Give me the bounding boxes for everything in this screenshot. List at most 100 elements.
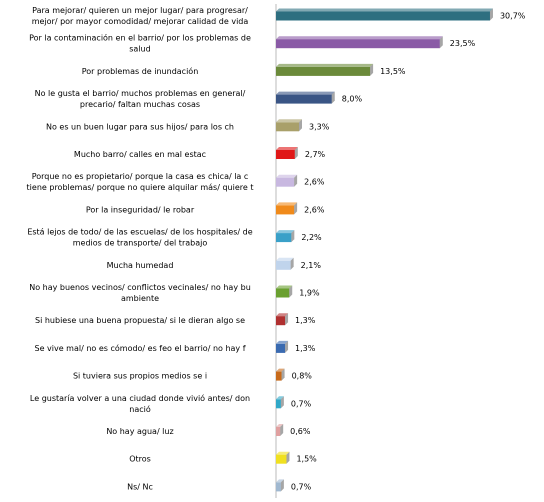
value-label: 0,7% — [291, 482, 312, 491]
bar-side — [286, 451, 290, 464]
value-label: 1,9% — [299, 289, 320, 298]
bar — [276, 343, 286, 353]
bar-top — [276, 257, 294, 261]
bar — [276, 260, 291, 270]
value-label: 2,7% — [305, 150, 326, 159]
category-label: tiene problemas/ porque no quiere alquil… — [27, 183, 254, 192]
bar-side — [294, 202, 298, 215]
bar-top — [276, 36, 443, 40]
category-label: Le gustaría volver a una ciudad donde vi… — [30, 393, 250, 403]
bar-top — [276, 368, 285, 372]
category-label: No hay buenos vecinos/ conflictos vecina… — [29, 283, 251, 292]
bar-top — [276, 424, 284, 427]
category-label: Por la inseguridad/ le robar — [86, 205, 195, 214]
value-label: 1,3% — [295, 344, 316, 353]
value-label: 13,5% — [380, 67, 406, 76]
value-label: 1,3% — [295, 316, 316, 325]
value-label: 0,8% — [292, 372, 313, 381]
category-label: Porque no es propietario/ porque la casa… — [32, 172, 249, 181]
value-label: 23,5% — [450, 39, 476, 48]
value-label: 2,6% — [304, 178, 325, 187]
bar-side — [285, 313, 289, 326]
value-label: 1,5% — [296, 455, 317, 464]
category-label: Mucha humedad — [107, 261, 174, 270]
bar-side — [294, 147, 298, 159]
category-label: Para mejorar/ quieren un mejor lugar/ pa… — [32, 6, 248, 15]
category-label: Si tuviera sus propios medios se i — [73, 372, 207, 381]
bar-shade — [279, 479, 284, 489]
category-label: medios de transporte/ del trabajo — [73, 239, 208, 248]
bar — [276, 288, 290, 298]
value-label: 2,2% — [301, 233, 322, 242]
bar — [276, 150, 295, 159]
bar — [276, 482, 281, 492]
bar-top — [276, 396, 284, 400]
bar — [276, 454, 287, 464]
bar-side — [370, 63, 374, 76]
bar-side — [291, 230, 295, 243]
bar-side — [299, 119, 303, 132]
bar-top — [276, 119, 303, 123]
category-label: Por la contaminación en el barrio/ por l… — [29, 33, 251, 43]
category-label: Mucho barro/ calles en mal estac — [74, 150, 206, 159]
bar-side — [331, 91, 335, 104]
bar-side — [281, 368, 285, 381]
bar — [276, 371, 282, 381]
bar-top — [276, 174, 298, 178]
category-label: No hay agua/ luz — [106, 427, 173, 436]
value-label: 2,1% — [301, 261, 322, 270]
value-label: 0,6% — [290, 427, 311, 436]
category-label: salud — [129, 45, 150, 54]
bar — [276, 39, 440, 49]
category-label: Se vive mal/ no es cómodo/ es feo el bar… — [34, 343, 245, 353]
category-label: Ns/ Nc — [127, 482, 153, 491]
bar-top — [276, 313, 289, 317]
bar-top — [276, 230, 295, 234]
bar — [276, 427, 281, 436]
bar-top — [276, 340, 289, 344]
bar-side — [289, 285, 293, 298]
bar-side — [280, 396, 284, 409]
bar-top — [276, 63, 374, 67]
bar — [276, 399, 281, 409]
bar — [276, 11, 490, 21]
bar — [276, 205, 295, 215]
bar-side — [290, 257, 294, 270]
value-label: 30,7% — [500, 12, 526, 21]
bar-shade — [279, 424, 284, 433]
bar-side — [489, 8, 493, 21]
bar-top — [276, 8, 493, 12]
bar-side — [285, 340, 289, 353]
bar — [276, 94, 332, 104]
category-label: precario/ faltan muchas cosas — [80, 100, 200, 109]
bar-side — [280, 424, 284, 436]
bar-shade — [279, 368, 285, 378]
bar-top — [276, 285, 293, 289]
category-label: Está lejos de todo/ de las escuelas/ de … — [27, 228, 252, 237]
bar — [276, 177, 295, 187]
bar-side — [294, 174, 298, 187]
category-label: nació — [129, 404, 151, 414]
category-label: Por problemas de inundación — [82, 66, 199, 76]
bar-top — [276, 479, 284, 483]
value-label: 2,6% — [304, 205, 325, 214]
category-label: No le gusta el barrio/ muchos problemas … — [35, 89, 246, 98]
bar — [276, 233, 292, 243]
category-label: Si hubiese una buena propuesta/ si le di… — [35, 316, 245, 325]
bar-top — [276, 202, 298, 206]
category-label: Otros — [129, 455, 151, 464]
value-label: 8,0% — [342, 95, 363, 104]
bar-top — [276, 91, 335, 95]
category-label: No es un buen lugar para sus hijos/ para… — [46, 122, 234, 131]
bar — [276, 316, 286, 326]
bar-side — [439, 36, 443, 49]
category-label: ambiente — [121, 294, 159, 303]
bar — [276, 122, 300, 132]
bar-top — [276, 147, 298, 150]
bar-top — [276, 451, 290, 455]
bar-shade — [279, 396, 284, 406]
bar-side — [280, 479, 284, 492]
value-label: 0,7% — [291, 399, 312, 408]
value-label: 3,3% — [309, 122, 330, 131]
